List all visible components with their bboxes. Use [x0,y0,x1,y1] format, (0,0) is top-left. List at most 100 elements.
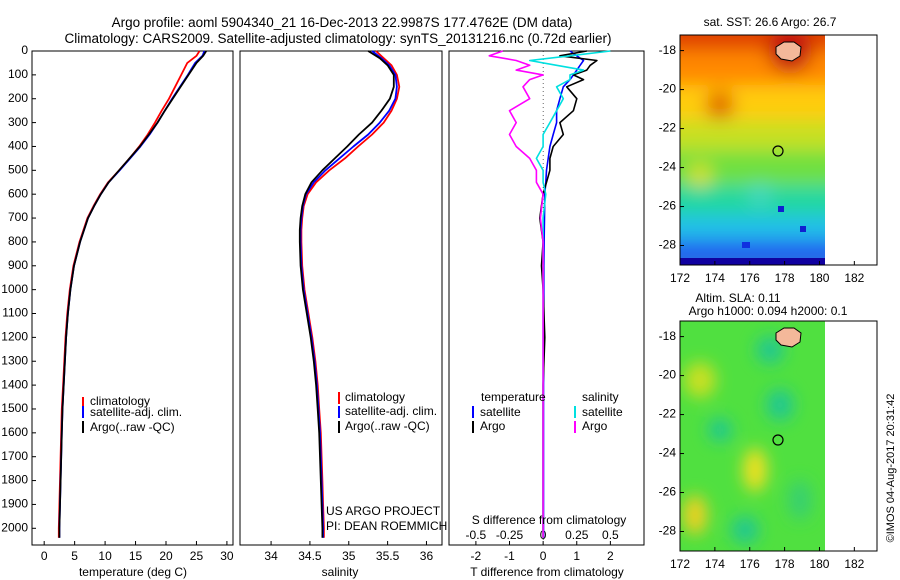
s-tick-label: 0.5 [602,528,619,542]
legend-label-climatology: climatology [345,390,405,404]
x-tick-label: 30 [220,549,234,563]
depth-tick-label: 1600 [1,425,28,439]
x-tick-label: 2 [607,549,614,563]
salinity-axes-frame [239,50,443,546]
salinity-xlabel: salinity [322,565,359,579]
float-position-marker [772,145,784,157]
temperature-legend: climatology satellite-adj. clim. Argo(..… [82,394,182,434]
salinity-series [298,50,401,538]
legend-label-s-satellite: satellite [582,405,623,419]
temperature-series [57,50,207,538]
credits-line1: US ARGO PROJECT [326,504,441,518]
depth-tick-label: 300 [8,115,28,129]
x-tick-label: 5 [71,549,78,563]
legend-label-t-satellite: satellite [480,405,521,419]
temperature-tick-labels: 0 5 10 15 20 25 30 [41,541,234,563]
x-tick-label: 0 [540,549,547,563]
s-tick-label: -0.5 [466,528,487,542]
x-tick-label: 0 [41,549,48,563]
salinity-panel: 34 34.5 35 35.5 36 salinity climatology sate… [239,50,447,579]
sst-lon-tick-labels: 172 174 176 178 180 182 [670,261,865,285]
depth-tick-label: 800 [8,234,28,248]
depth-tick-label: 1300 [1,353,28,367]
sla-map-title: Altim. SLA: 0.11 [695,291,780,305]
depth-tick-label: 100 [8,67,28,81]
sla-map-frame [679,320,878,552]
legend-label-s-argo: Argo [582,419,608,433]
depth-tick-label: 200 [8,91,28,105]
sla-field-blobs [683,336,812,544]
x-tick-label: 36 [420,549,434,563]
sst-heatmap [680,35,825,265]
s-tick-label: 0.25 [565,528,589,542]
lat-tick-label: -20 [659,368,677,382]
s-difference-label: S difference from climatology [472,513,627,527]
lon-tick-label: 174 [705,271,725,285]
sla-map-panel: Altim. SLA: 0.11 Argo h1000: 0.094 h2000… [659,291,878,571]
lon-tick-label: 172 [670,557,690,571]
lon-tick-label: 182 [844,557,864,571]
sla-lon-tick-labels: 172 174 176 178 180 182 [670,547,865,571]
lat-tick-label: -24 [659,446,677,460]
depth-tick-label: 1800 [1,473,28,487]
x-tick-label: 35.5 [376,549,400,563]
sst-lat-tick-labels: -18 -20 -22 -24 -26 -28 [659,43,684,252]
lat-tick-label: -24 [659,160,677,174]
sla-map-subtitle: Argo h1000: 0.094 h2000: 0.1 [689,304,848,318]
lat-tick-label: -20 [659,82,677,96]
lon-tick-label: 180 [809,557,829,571]
x-tick-label: 20 [159,549,173,563]
series-line-argo-raw-qc- [58,50,207,538]
depth-tick-label: 500 [8,162,28,176]
lat-tick-label: -26 [659,199,677,213]
credits-line2: PI: DEAN ROEMMICH [326,519,447,533]
lon-tick-label: 178 [775,557,795,571]
header-line2: Climatology: CARS2009. Satellite-adjuste… [64,31,611,46]
depth-tick-label: 0 [21,43,28,57]
series-line-salinity-argo [488,50,544,538]
legend-label-t-argo: Argo [480,419,506,433]
temperature-axes-frame [31,50,234,546]
island-landmass [775,327,802,348]
depth-tick-label: 1200 [1,330,28,344]
depth-tick-label: 1700 [1,449,28,463]
difference-legend: satellite temperature salinity satellite… [472,390,623,433]
lat-tick-label: -18 [659,329,677,343]
lon-tick-label: 176 [740,557,760,571]
legend-heading-temperature-text: temperature [481,390,546,404]
legend-label-climatology: climatology [90,394,150,408]
x-tick-label: -2 [471,549,482,563]
s-tick-label: -0.25 [496,528,524,542]
depth-tick-label: 1500 [1,401,28,415]
t-difference-label: T difference from climatology [470,565,624,579]
depth-tick-label: 900 [8,258,28,272]
depth-tick-label: 1900 [1,497,28,511]
lat-tick-label: -28 [659,238,677,252]
sst-map-title: sat. SST: 26.6 Argo: 26.7 [704,15,837,29]
sst-map-frame [679,34,878,266]
depth-tick-labels: 0 100 200 300 400 500 600 700 800 900 1000 1100 1200… [1,43,452,534]
legend-label-satellite: satellite-adj. clim. [90,405,182,419]
s-difference-tick-labels: -0.5 -0.25 0 0.25 0.5 [466,528,619,542]
lon-tick-label: 182 [844,271,864,285]
lat-tick-label: -18 [659,43,677,57]
difference-series [488,50,611,545]
lat-tick-label: -26 [659,485,677,499]
sla-heatmap [680,321,825,551]
float-position-marker [772,434,784,446]
depth-tick-label: 1400 [1,377,28,391]
depth-tick-label: 1100 [2,306,28,320]
depth-tick-label: 400 [8,139,28,153]
sst-field-gradient [680,35,825,265]
depth-tick-label: 600 [8,186,28,200]
lon-tick-label: 178 [775,271,795,285]
island-landmass [775,41,802,62]
x-tick-label: 15 [129,549,143,563]
t-difference-tick-labels: -2 -1 0 1 2 [471,541,614,563]
legend-label-satellite: satellite-adj. clim. [345,404,437,418]
timestamp: ©IMOS 04-Aug-2017 20:31:42 [885,394,897,543]
lon-tick-label: 176 [740,271,760,285]
salinity-legend: climatology satellite-adj. clim. Argo(..… [338,390,437,433]
header-line1: Argo profile: aoml 5904340_21 16-Dec-201… [112,15,573,30]
